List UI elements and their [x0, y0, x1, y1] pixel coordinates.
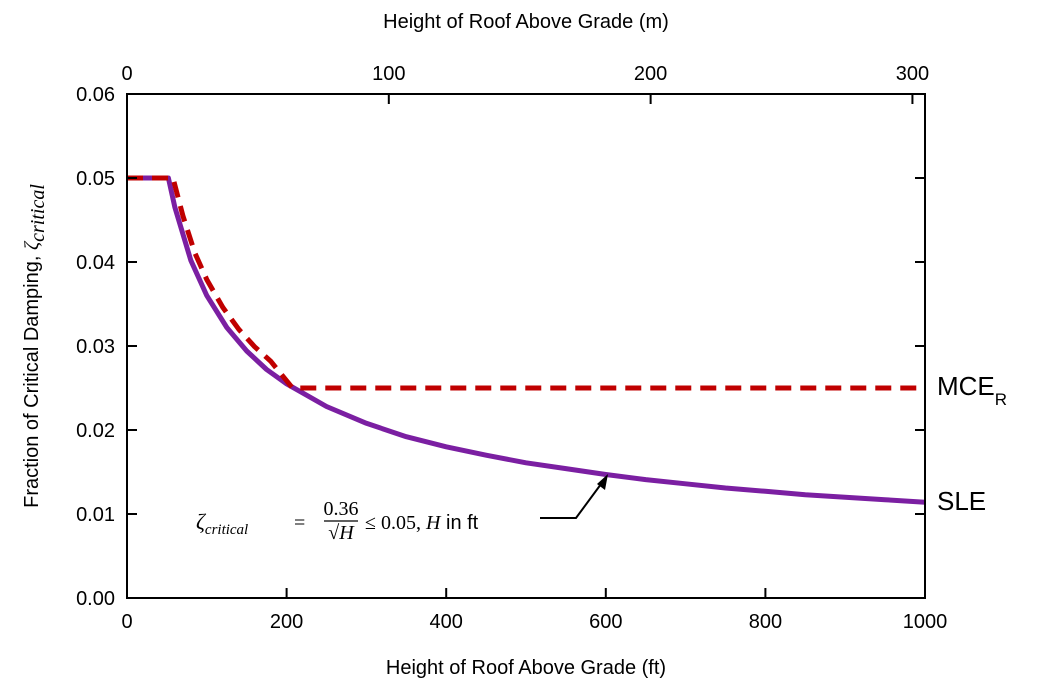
x2-axis-title: Height of Roof Above Grade (m)	[383, 11, 669, 33]
equation-numerator: 0.36	[324, 498, 359, 520]
series-line-sle	[127, 175, 926, 505]
x-tick-label: 0	[121, 611, 132, 633]
series-line-mce	[127, 175, 925, 391]
x-tick-label: 200	[270, 611, 303, 633]
equation-zeta: ζ	[196, 509, 207, 534]
y-axis-title: Fraction of Critical Damping, ζcritical	[21, 184, 49, 508]
x2-tick-label: 0	[121, 63, 132, 85]
y-axis-title-subscript: critical	[27, 184, 49, 242]
y-tick-label: 0.03	[76, 336, 115, 358]
series-label-mce-name: MCE	[937, 371, 995, 401]
x2-tick-label: 100	[372, 63, 405, 85]
x-axis-title: Height of Roof Above Grade (ft)	[386, 657, 666, 679]
equation-denominator: √H	[328, 522, 355, 544]
y-tick-label: 0.00	[76, 588, 115, 610]
series-label-mce-subscript: R	[995, 390, 1007, 409]
tick-labels: 0 200 400 600 800 10000.000.010.020.030.040.0…	[76, 63, 947, 633]
y-tick-label: 0.01	[76, 504, 115, 526]
tick-marks	[126, 93, 926, 599]
y-axis-title-text: Fraction of Critical Damping,	[21, 250, 43, 508]
equation-var: H	[425, 512, 442, 534]
x-tick-label: 600	[589, 611, 622, 633]
series-label-sle: SLE	[937, 486, 986, 516]
y-tick-label: 0.06	[76, 84, 115, 106]
equation-equals: =	[294, 512, 305, 534]
y-tick-label: 0.02	[76, 420, 115, 442]
y-tick-label: 0.04	[76, 252, 115, 274]
equation-bound: ≤ 0.05,	[365, 512, 426, 534]
equation-unit: in ft	[440, 512, 478, 534]
x2-tick-label: 300	[896, 63, 929, 85]
x-tick-label: 1000	[903, 611, 948, 633]
y-axis-title-zeta: ζ	[21, 240, 43, 250]
annotation-arrow-head	[597, 474, 608, 490]
equation-annotation: ζcritical = 0.36 √H ≤ 0.05, H in ft	[196, 474, 608, 544]
x-tick-label: 400	[430, 611, 463, 633]
x2-tick-label: 200	[634, 63, 667, 85]
equation-lhs: ζcritical	[196, 509, 248, 538]
equation-rest: ≤ 0.05, H in ft	[365, 512, 479, 534]
annotation-arrow-line	[540, 479, 605, 519]
x-tick-label: 800	[749, 611, 782, 633]
plot-lines	[127, 175, 926, 505]
equation-subscript: critical	[205, 522, 248, 538]
series-label-mce: MCER	[937, 371, 1007, 409]
y-tick-label: 0.05	[76, 168, 115, 190]
